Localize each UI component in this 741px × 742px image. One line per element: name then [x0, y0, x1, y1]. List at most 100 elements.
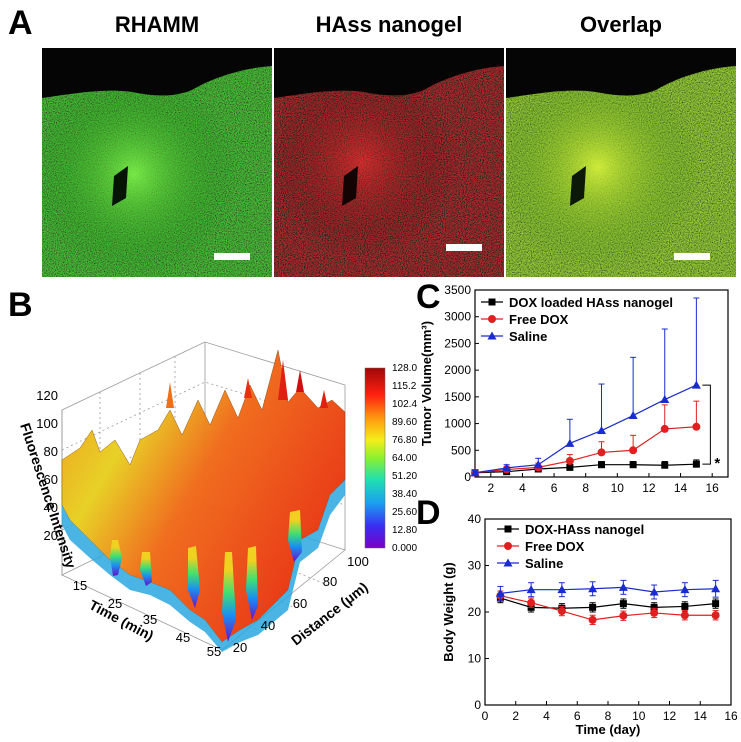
- data-point: [588, 615, 597, 624]
- legend-marker: [488, 298, 496, 306]
- data-point: [533, 460, 543, 469]
- y-tick-label: 40: [468, 512, 482, 526]
- y-tick-label: 1000: [444, 417, 471, 431]
- z-tick: 120: [36, 388, 58, 403]
- series-line: [500, 597, 716, 609]
- x-tick-label: 10: [611, 481, 625, 495]
- data-point: [566, 463, 574, 471]
- plot-frame: [484, 518, 732, 706]
- data-point: [565, 438, 575, 447]
- series-line: [474, 384, 697, 474]
- data-point: [619, 611, 628, 620]
- x-tick-label: 12: [663, 709, 677, 723]
- legend-marker: [504, 542, 512, 550]
- y-tick: 40: [261, 618, 275, 633]
- data-point: [650, 608, 659, 617]
- data-point: [691, 380, 701, 389]
- y-tick: 100: [347, 554, 369, 569]
- data-point: [660, 424, 669, 433]
- x-tick: 35: [143, 612, 157, 627]
- colorbar-tick: 38.40: [392, 489, 417, 500]
- colorbar-tick: 12.80: [392, 525, 417, 536]
- colorbar-tick: 128.0: [392, 363, 417, 374]
- data-point: [649, 587, 659, 596]
- legend-label: Free DOX: [525, 539, 585, 554]
- rhamm-image: [42, 48, 272, 277]
- y-tick: 60: [293, 596, 307, 611]
- colorbar-tick: 0.000: [392, 543, 417, 554]
- legend-marker: [504, 525, 512, 533]
- colorbar-tick: 89.60: [392, 417, 417, 428]
- colorbar-tick: 76.80: [392, 435, 417, 446]
- plot-frame: [474, 289, 729, 478]
- y-tick-label: 20: [468, 605, 482, 619]
- x-tick-label: 6: [551, 481, 558, 495]
- y-axis-label: Body Weight (g): [441, 562, 456, 661]
- data-point: [692, 422, 701, 431]
- series-line: [474, 463, 697, 474]
- data-point: [619, 600, 627, 608]
- significance-star: *: [714, 455, 720, 472]
- overlap-scale-bar: [674, 253, 710, 260]
- data-point: [527, 598, 536, 607]
- x-tick-label: 8: [582, 481, 589, 495]
- data-point: [597, 426, 606, 435]
- data-point: [526, 585, 536, 594]
- data-point: [618, 582, 628, 591]
- data-point: [588, 584, 598, 593]
- colorbar-tick: 25.60: [392, 507, 417, 518]
- x-tick-label: 0: [482, 709, 489, 723]
- colorbar: [364, 367, 386, 549]
- colorbar-tick: 64.00: [392, 453, 417, 464]
- x-tick: 15: [73, 578, 87, 593]
- data-point: [680, 611, 689, 620]
- y-tick-label: 3500: [444, 283, 471, 297]
- y-tick-label: 2500: [444, 336, 471, 350]
- z-tick: 60: [44, 472, 58, 487]
- data-point: [597, 448, 606, 457]
- overlap-title: Overlap: [580, 12, 662, 37]
- y-tick-label: 2000: [444, 363, 471, 377]
- data-point: [711, 584, 721, 593]
- rhamm-title: RHAMM: [114, 12, 200, 37]
- data-point: [681, 602, 689, 610]
- y-tick-label: 0: [464, 470, 471, 484]
- colorbar-tick: 102.4: [392, 399, 417, 410]
- data-point: [680, 585, 690, 594]
- series-line: [474, 426, 697, 474]
- data-point: [629, 461, 637, 469]
- body-weight-chart: 0 10 20 30 40 0 2 4 6 8 10 12 14 16 Time (day) Body Wei…: [441, 512, 738, 737]
- data-point: [598, 461, 605, 469]
- x-tick-label: 14: [694, 709, 708, 723]
- overlap-image: [506, 48, 736, 277]
- data-point: [660, 395, 670, 404]
- y-axis-label: Distance (μm): [288, 579, 371, 649]
- legend-marker: [487, 331, 497, 340]
- legend-label: Free DOX: [509, 312, 569, 327]
- data-point: [565, 456, 574, 465]
- y-tick: 80: [323, 574, 337, 589]
- tumor-volume-chart: 0 500 1000 1500 2000 2500 3000 3500 2 4 6 8 10 12 14 16…: [419, 283, 729, 495]
- data-point: [502, 463, 512, 472]
- data-point: [650, 603, 658, 611]
- y-tick-label: 30: [468, 559, 482, 573]
- z-tick: 40: [44, 500, 58, 515]
- x-tick-label: 2: [487, 481, 494, 495]
- y-tick-label: 1500: [444, 390, 471, 404]
- data-point: [557, 585, 567, 594]
- legend-label: DOX loaded HAss nanogel: [509, 295, 673, 310]
- z-tick: 80: [44, 444, 58, 459]
- x-tick: 55: [207, 644, 221, 659]
- rhamm-scale-bar: [214, 253, 250, 260]
- data-point: [629, 446, 638, 455]
- hass-nanogel-title: HAss nanogel: [315, 12, 463, 37]
- panel-b-letter: B: [8, 286, 33, 324]
- legend-label: DOX-HAss nanogel: [525, 522, 644, 537]
- z-tick: 100: [36, 416, 58, 431]
- data-point: [712, 600, 720, 608]
- data-point: [589, 603, 597, 611]
- data-point: [495, 588, 505, 597]
- x-tick: 25: [108, 596, 122, 611]
- x-axis-label: Time (day): [569, 494, 634, 495]
- panel-c-letter: C: [416, 278, 441, 316]
